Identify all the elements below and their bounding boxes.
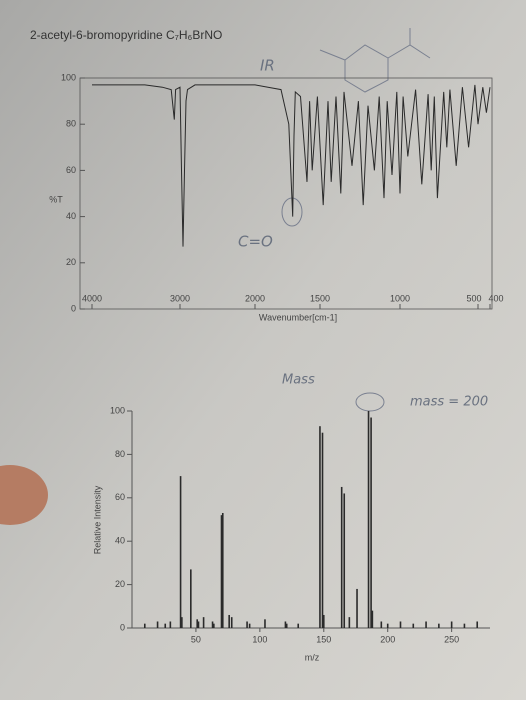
peak: [248, 623, 251, 628]
ir-annotation: C=O: [238, 233, 273, 251]
finger: [0, 465, 48, 525]
x-axis-label: m/z: [305, 652, 320, 662]
peak: [213, 623, 215, 628]
peak: [246, 621, 248, 628]
peak: [169, 621, 172, 628]
ms-chart: 0 20 40 60 80 100 50 100 150 200 250 Relative Inten…: [92, 405, 490, 662]
peak: [476, 621, 479, 628]
x-tick-label: 500: [466, 293, 481, 303]
peak: [202, 617, 205, 628]
peak: [371, 610, 374, 628]
chart-title: 2-acetyl-6-bromopyridine C₇H₆BrNO: [30, 28, 222, 42]
plot-frame: [79, 77, 493, 310]
peak: [264, 619, 266, 628]
x-tick-label: 50: [191, 634, 201, 644]
peak: [425, 621, 427, 628]
ms-annotation: mass = 200: [410, 395, 488, 410]
circle-mark: [355, 392, 385, 412]
x-tick-label: 100: [252, 634, 267, 644]
y-tick-label: 40: [115, 536, 125, 546]
y-tick-label: 0: [120, 622, 125, 632]
peak: [220, 515, 223, 628]
peak: [356, 588, 358, 628]
y-tick-label: 80: [115, 449, 125, 459]
peak: [450, 621, 453, 628]
peak: [386, 623, 389, 628]
peak: [319, 426, 321, 628]
y-tick-label: 20: [66, 257, 76, 267]
y-tick-label: 60: [66, 165, 76, 175]
peak: [156, 621, 159, 628]
x-tick-label: 1000: [390, 293, 410, 303]
x-tick-label: 3000: [170, 293, 190, 303]
peak: [321, 432, 324, 628]
x-tick-label: 250: [444, 634, 459, 644]
x-tick-label: 2000: [245, 293, 265, 303]
peak: [211, 621, 214, 628]
peak: [197, 621, 200, 628]
y-tick-label: 40: [66, 211, 76, 221]
x-tick-label: 150: [316, 634, 331, 644]
y-tick-label: 20: [115, 579, 125, 589]
x-tick-label: 200: [380, 634, 395, 644]
peak: [179, 476, 182, 628]
peak: [412, 623, 415, 628]
y-axis-label: %T: [49, 194, 63, 204]
peak: [221, 512, 224, 628]
peak: [399, 621, 402, 628]
y-tick-label: 100: [110, 405, 125, 415]
x-axis-label: Wavenumber[cm-1]: [259, 312, 337, 322]
peak: [230, 617, 233, 628]
peak: [297, 623, 300, 628]
peak: [181, 617, 183, 628]
peak: [370, 417, 372, 628]
peak: [438, 623, 440, 628]
ir-annotation: IR: [260, 57, 275, 75]
x-tick-label: 4000: [82, 293, 102, 303]
peak: [340, 486, 343, 628]
y-tick-label: 80: [66, 119, 76, 129]
peak: [284, 621, 287, 628]
ms-annotation: Mass: [282, 373, 315, 388]
peak: [348, 617, 351, 628]
peak: [367, 411, 370, 628]
x-tick-label: 1500: [310, 293, 330, 303]
y-tick-label: 60: [115, 492, 125, 502]
y-tick-label: 0: [71, 303, 76, 313]
peak: [190, 569, 192, 628]
ir-chart: 0 20 40 60 80 100 4000 3000 2000 1500 1000 500 400 %T…: [49, 72, 503, 322]
spectrum-line: [92, 84, 491, 247]
peak: [380, 621, 383, 628]
molecule-sketch: [319, 28, 431, 93]
peak: [196, 619, 199, 628]
peak: [164, 623, 167, 628]
peak: [343, 493, 346, 628]
peak: [143, 623, 146, 628]
peak: [285, 623, 288, 628]
y-axis-label: Relative Intensity: [92, 485, 102, 554]
peak: [228, 614, 230, 628]
peak: [463, 623, 466, 628]
peak: [322, 614, 325, 628]
y-tick-label: 100: [61, 72, 76, 82]
x-tick-label: 400: [488, 293, 503, 303]
